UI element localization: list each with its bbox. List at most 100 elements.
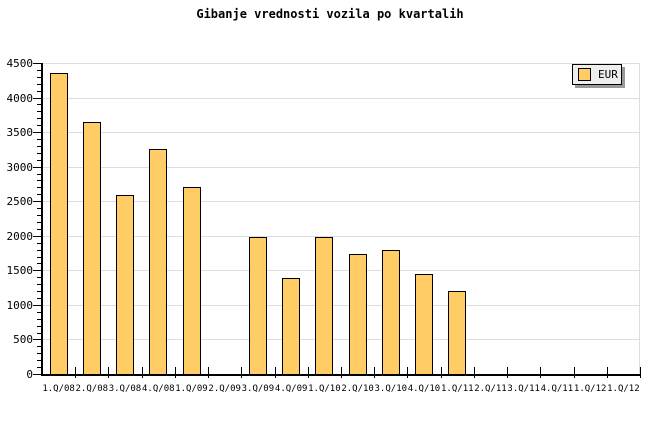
gridline-1500 (42, 270, 640, 272)
legend: EUR (572, 64, 622, 85)
y-minor-tick (37, 208, 42, 210)
y-axis-line (41, 63, 43, 376)
y-major-tick-3500 (33, 132, 42, 134)
y-minor-tick (37, 173, 42, 175)
x-tick (573, 367, 575, 378)
bar-1.Q/08 (49, 73, 68, 375)
y-minor-tick (37, 90, 42, 92)
x-axis-line (41, 374, 640, 376)
x-axis-label: 4.Q/08 (142, 384, 175, 394)
gridline-4500 (42, 63, 640, 64)
bar-3.Q/08 (116, 195, 135, 375)
y-major-tick-2500 (33, 201, 42, 203)
plot-right-border (639, 63, 640, 374)
y-minor-tick (37, 284, 42, 286)
y-minor-tick (37, 180, 42, 182)
bar-2.Q/10 (348, 254, 367, 375)
y-minor-tick (37, 318, 42, 320)
x-tick (75, 367, 77, 378)
y-minor-tick (37, 139, 42, 141)
legend-swatch-icon (578, 68, 591, 81)
gridline-4000 (42, 97, 640, 99)
x-tick (174, 367, 176, 378)
y-minor-tick (37, 76, 42, 78)
x-axis-label: 1.Q/08 (42, 384, 75, 394)
y-minor-tick (37, 152, 42, 154)
y-minor-tick (37, 194, 42, 196)
x-axis-label: 1.Q/12 (573, 384, 607, 394)
x-tick (507, 367, 509, 378)
y-minor-tick (37, 360, 42, 362)
x-axis-label: 3.Q/10 (374, 384, 408, 394)
bar-4.Q/09 (282, 277, 301, 375)
x-tick (374, 367, 376, 378)
y-minor-tick (37, 221, 42, 223)
y-minor-tick (37, 83, 42, 85)
y-minor-tick (37, 367, 42, 369)
y-axis-label: 3000 (6, 160, 34, 174)
y-minor-tick (37, 242, 42, 244)
bar-3.Q/09 (248, 237, 267, 375)
chart-title: Gibanje vrednosti vozila po kvartalih (196, 7, 464, 21)
y-minor-tick (37, 346, 42, 348)
bar-2.Q/08 (82, 122, 101, 375)
x-axis-label: 2.Q/10 (341, 384, 374, 394)
gridline-2500 (42, 201, 640, 203)
y-major-tick-2000 (33, 235, 42, 237)
gridline-3500 (42, 132, 640, 134)
y-minor-tick (37, 187, 42, 189)
x-axis-label: 4.Q/11 (540, 384, 574, 394)
x-tick (141, 367, 143, 378)
x-tick (208, 367, 210, 378)
y-axis-label: 4000 (6, 91, 34, 105)
bar-1.Q/10 (315, 237, 334, 375)
y-minor-tick (37, 263, 42, 265)
x-axis-label: 2.Q/08 (75, 384, 109, 394)
y-axis-label: 500 (13, 333, 33, 347)
x-tick (241, 367, 243, 378)
bar-4.Q/08 (149, 149, 168, 375)
x-tick (307, 367, 309, 378)
y-minor-tick (37, 297, 42, 299)
y-minor-tick (37, 118, 42, 120)
x-tick (640, 367, 641, 378)
y-minor-tick (37, 104, 42, 106)
y-minor-tick (37, 228, 42, 230)
x-axis-label: 2.Q/09 (208, 384, 241, 394)
y-minor-tick (37, 325, 42, 327)
x-tick (274, 367, 276, 378)
y-axis-label: 1500 (6, 264, 34, 278)
x-axis-label: 3.Q/08 (108, 384, 142, 394)
x-axis-label: 1.Q/11 (441, 384, 474, 394)
x-axis-label: 1.Q/10 (308, 384, 341, 394)
y-axis-label: 3500 (6, 126, 34, 140)
y-minor-tick (37, 277, 42, 279)
legend-label: EUR (598, 68, 618, 81)
x-tick (540, 367, 542, 378)
y-minor-tick (37, 145, 42, 147)
bar-4.Q/10 (415, 273, 434, 375)
gridline-1000 (42, 304, 640, 306)
x-axis-label: 2.Q/11 (474, 384, 507, 394)
y-minor-tick (37, 69, 42, 71)
gridline-500 (42, 339, 640, 341)
y-axis-label: 2000 (6, 229, 34, 243)
x-axis-label: 4.Q/09 (274, 384, 308, 394)
x-axis-label: 4.Q/10 (407, 384, 441, 394)
y-axis-label: 2500 (6, 195, 34, 209)
bar-3.Q/10 (381, 250, 400, 375)
x-tick (440, 367, 442, 378)
x-tick (341, 367, 342, 378)
y-minor-tick (37, 125, 42, 127)
y-axis-label: 1000 (6, 298, 34, 312)
y-minor-tick (37, 215, 42, 217)
x-tick (473, 367, 475, 378)
y-minor-tick (37, 311, 42, 313)
y-minor-tick (37, 249, 42, 251)
bar-1.Q/11 (448, 291, 467, 375)
y-major-tick-4000 (33, 97, 42, 99)
y-minor-tick (37, 111, 42, 113)
gridline-3000 (42, 166, 640, 168)
y-axis-label: 4500 (6, 57, 34, 70)
